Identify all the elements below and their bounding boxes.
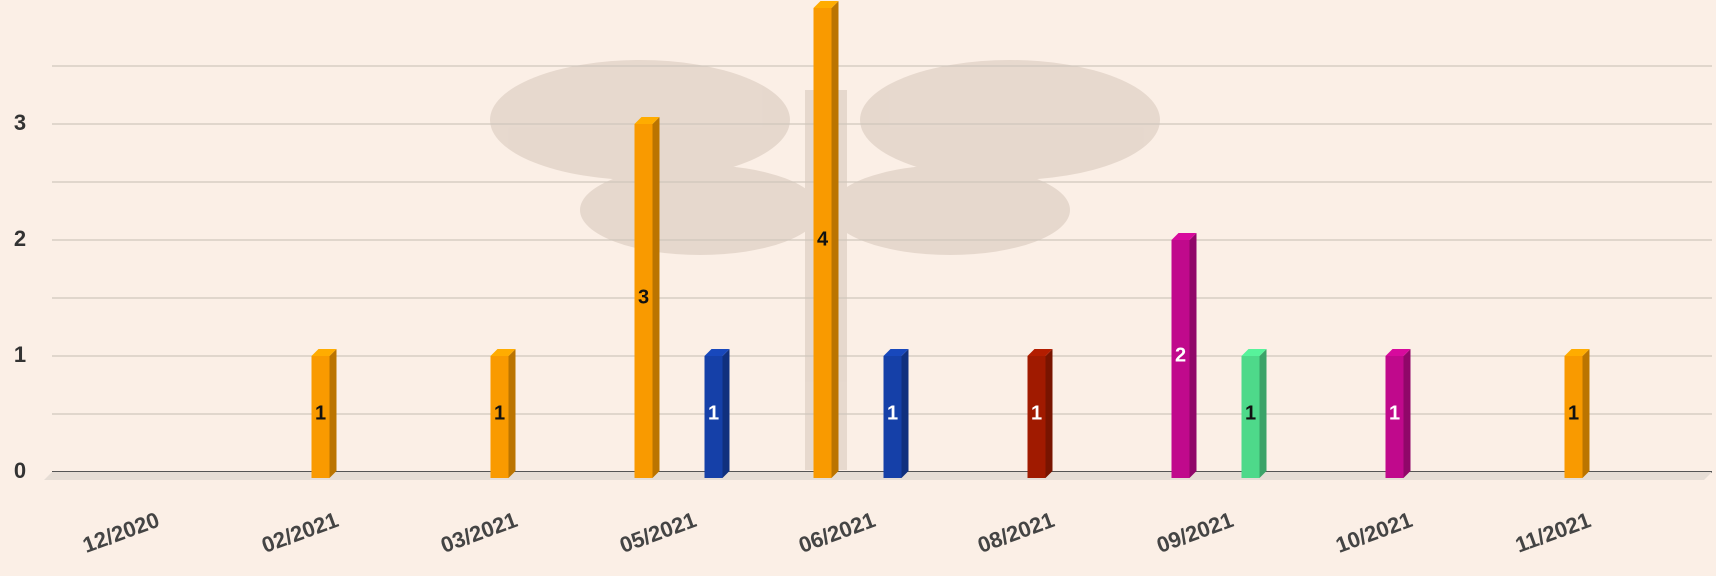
bar xyxy=(1385,349,1411,478)
bar-top xyxy=(813,1,839,8)
bar-side xyxy=(901,349,909,478)
value-label: 2 xyxy=(1175,344,1186,366)
bar-front xyxy=(883,356,902,478)
bar-top xyxy=(311,349,337,356)
bar-top xyxy=(883,349,909,356)
bar-front xyxy=(704,356,723,478)
watermark-branch xyxy=(860,60,1160,180)
bar xyxy=(311,349,337,478)
bar-side xyxy=(508,349,516,478)
value-label: 4 xyxy=(817,228,829,250)
bar-front xyxy=(634,124,653,478)
bar-front xyxy=(311,356,330,478)
bar-top xyxy=(1241,349,1267,356)
value-label: 1 xyxy=(1389,402,1400,424)
y-tick-label: 2 xyxy=(14,226,26,251)
bar-top xyxy=(1027,349,1053,356)
bar xyxy=(490,349,516,478)
bar-front xyxy=(1171,240,1190,478)
bar xyxy=(1027,349,1053,478)
bar-front xyxy=(1385,356,1404,478)
bar-top xyxy=(704,349,730,356)
bar-top xyxy=(1171,233,1197,240)
bar xyxy=(1564,349,1590,478)
watermark-branch xyxy=(580,165,820,255)
bar-front xyxy=(1564,356,1583,478)
value-label: 1 xyxy=(494,402,505,424)
bar xyxy=(704,349,730,478)
bar-top xyxy=(1564,349,1590,356)
bar-top xyxy=(634,117,660,124)
bar-front xyxy=(490,356,509,478)
bar-side xyxy=(831,1,839,478)
bar-side xyxy=(1403,349,1411,478)
y-tick-label: 1 xyxy=(14,342,26,367)
value-label: 3 xyxy=(638,286,649,308)
bar-side xyxy=(1045,349,1053,478)
watermark-branch xyxy=(830,165,1070,255)
bar-side xyxy=(1259,349,1267,478)
value-label: 1 xyxy=(887,402,898,424)
bar xyxy=(813,1,839,478)
bar-top xyxy=(490,349,516,356)
bar-side xyxy=(329,349,337,478)
y-tick-label: 3 xyxy=(14,110,26,135)
bar-side xyxy=(722,349,730,478)
bar xyxy=(883,349,909,478)
bar-side xyxy=(1189,233,1197,478)
bar-top xyxy=(1385,349,1411,356)
bar xyxy=(634,117,660,478)
bar xyxy=(1241,349,1267,478)
bar-front xyxy=(1241,356,1260,478)
value-label: 1 xyxy=(708,402,719,424)
value-label: 1 xyxy=(315,402,326,424)
y-tick-label: 0 xyxy=(14,458,26,483)
bar xyxy=(1171,233,1197,478)
bar-side xyxy=(1582,349,1590,478)
floor xyxy=(44,472,1712,480)
value-label: 1 xyxy=(1568,402,1579,424)
value-label: 1 xyxy=(1031,402,1042,424)
value-label: 1 xyxy=(1245,402,1256,424)
bar-side xyxy=(652,117,660,478)
bar-front xyxy=(813,8,832,478)
bar-front xyxy=(1027,356,1046,478)
